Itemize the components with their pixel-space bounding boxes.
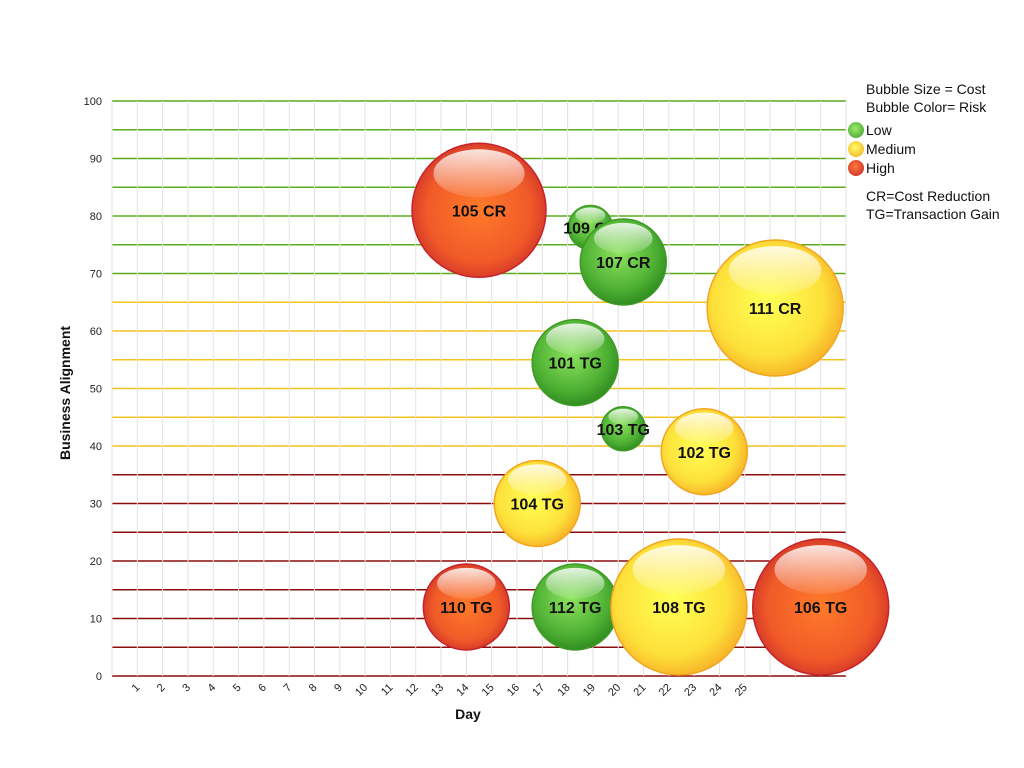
legend: Bubble Size = Cost Bubble Color= Risk Lo…: [848, 80, 1000, 223]
x-tick-label: 2: [155, 682, 168, 695]
legend-size-note: Bubble Size = Cost: [866, 81, 986, 97]
x-tick-label: 4: [206, 682, 219, 695]
high-risk-swatch-icon: [848, 159, 864, 176]
bubble: 102 TG: [660, 408, 749, 496]
bubble-gloss: [774, 545, 867, 595]
y-tick-label: 90: [90, 154, 102, 166]
x-tick-label: 12: [404, 682, 421, 699]
x-tick-label: 8: [307, 682, 320, 695]
bubble-gloss: [632, 545, 726, 595]
x-tick-label: 17: [530, 682, 547, 699]
bubble: 105 CR: [411, 142, 547, 278]
bubble: 104 TG: [493, 459, 581, 548]
bubble-label: 102 TG: [678, 445, 731, 462]
legend-entry-low: Low: [848, 120, 1000, 139]
bubble-gloss: [545, 323, 605, 355]
y-axis-label: Business Alignment: [57, 326, 73, 460]
bubble-label: 111 CR: [749, 301, 802, 318]
x-tick-label: 20: [606, 682, 623, 699]
y-tick-label: 50: [90, 384, 102, 396]
bubble-gloss: [675, 412, 734, 444]
y-tick-label: 40: [90, 441, 102, 453]
bubble: 111 CR: [706, 239, 844, 377]
bubble: 108 TG: [610, 538, 748, 676]
bubble-gloss: [545, 567, 605, 599]
bubble-gloss: [433, 149, 525, 198]
x-tick-label: 19: [581, 682, 598, 699]
x-tick-label: 18: [556, 682, 573, 699]
y-tick-label: 10: [90, 614, 102, 626]
y-axis-ticks: 0 10 20 30 40 50 60 70 80 90 100: [84, 96, 102, 683]
bubble: 101 TG: [531, 318, 619, 407]
legend-entry-label: High: [866, 159, 895, 176]
x-axis-ticks: 1 2 3 4 5 6 7 8 9 10 11 12 13 14 15 16 17 18 19 20 21 22 23 24 2…: [130, 682, 750, 699]
y-tick-label: 80: [90, 211, 102, 223]
bubble-label: 110 TG: [440, 600, 492, 617]
bubble-gloss: [728, 246, 822, 296]
bubble-label: 101 TG: [548, 356, 601, 373]
x-tick-label: 23: [682, 682, 699, 699]
legend-entry-label: Medium: [866, 140, 916, 157]
legend-entry-high: High: [848, 158, 1000, 177]
bubble-label: 108 TG: [652, 600, 705, 617]
x-tick-label: 14: [454, 682, 471, 699]
bubble-gloss: [594, 222, 653, 254]
bubble: 103 TG: [597, 406, 650, 452]
legend-abbr-cr: CR=Cost Reduction: [866, 188, 991, 204]
x-tick-label: 21: [631, 682, 648, 699]
x-tick-label: 9: [332, 682, 345, 695]
x-tick-label: 1: [130, 682, 143, 695]
bubble-label: 112 TG: [549, 600, 601, 617]
bubble-label: 103 TG: [597, 422, 650, 439]
bubble-gloss: [608, 408, 639, 425]
y-tick-label: 100: [84, 96, 102, 108]
x-tick-label: 11: [379, 682, 396, 699]
bubble: 112 TG: [531, 563, 619, 651]
medium-risk-swatch-icon: [848, 140, 864, 157]
low-risk-swatch-icon: [848, 121, 864, 138]
bubble-label: 105 CR: [452, 203, 507, 220]
x-axis-label: Day: [455, 706, 481, 722]
bubble: 110 TG: [422, 563, 511, 651]
x-tick-label: 22: [657, 682, 674, 699]
y-tick-label: 0: [96, 671, 102, 683]
bubble-gloss: [575, 207, 606, 224]
legend-abbr-tg: TG=Transaction Gain: [866, 206, 1000, 222]
x-tick-label: 10: [353, 682, 370, 699]
bubble-gloss: [507, 464, 567, 496]
bubble: 106 TG: [751, 538, 890, 676]
x-tick-label: 7: [281, 682, 294, 695]
legend-entry-label: Low: [866, 121, 892, 138]
x-tick-label: 16: [505, 682, 522, 699]
bubble-label: 107 CR: [596, 255, 651, 272]
bubble-gloss: [437, 567, 496, 599]
y-tick-label: 60: [90, 326, 102, 338]
bubble: 107 CR: [579, 218, 668, 306]
x-tick-label: 6: [256, 682, 269, 695]
x-tick-label: 5: [231, 682, 244, 695]
legend-color-note: Bubble Color= Risk: [866, 99, 987, 115]
x-tick-label: 13: [429, 682, 446, 699]
x-tick-label: 3: [180, 682, 193, 695]
y-tick-label: 70: [90, 269, 102, 281]
y-tick-label: 20: [90, 556, 102, 568]
y-tick-label: 30: [90, 499, 102, 511]
x-tick-label: 25: [733, 682, 750, 699]
bubble-label: 106 TG: [794, 600, 847, 617]
x-tick-label: 15: [480, 682, 497, 699]
legend-entry-medium: Medium: [848, 139, 1000, 158]
bubble-label: 104 TG: [511, 497, 564, 514]
x-tick-label: 24: [707, 682, 724, 699]
